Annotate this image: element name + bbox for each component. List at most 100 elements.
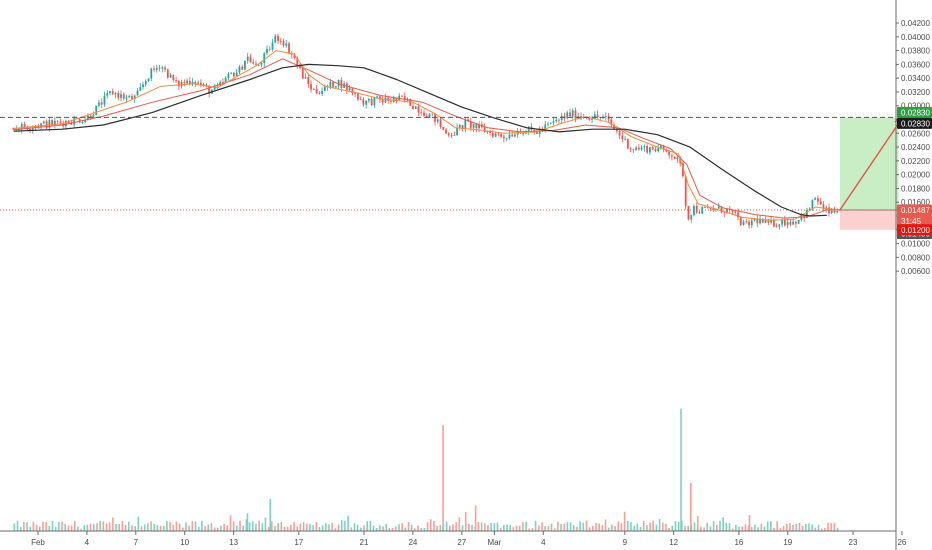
volume-bar (541, 522, 543, 531)
candle-body (392, 97, 395, 102)
candle-body (246, 56, 249, 61)
volume-bar (601, 525, 604, 531)
volume-bar (506, 524, 508, 531)
volume-spike (246, 513, 249, 531)
volume-bar (347, 515, 349, 531)
volume-bar (617, 521, 620, 531)
candle-body (797, 219, 800, 224)
volume-bar (172, 524, 175, 531)
volume-bar (134, 526, 136, 531)
price-badge (897, 106, 932, 118)
candle-body (351, 88, 354, 94)
candle-body (745, 221, 748, 223)
volume-bar (305, 523, 308, 531)
volume-bar (808, 523, 810, 531)
candle-body (235, 72, 238, 77)
candle-body (153, 68, 155, 70)
volume-bar (439, 524, 442, 531)
volume-bar (735, 524, 737, 531)
volume-spike (680, 408, 682, 531)
candle-body (514, 134, 516, 137)
candle-body (332, 81, 334, 88)
volume-bar (414, 528, 416, 531)
volume-bar (820, 528, 823, 531)
volume-bar (534, 520, 537, 531)
volume-bar (611, 524, 613, 531)
x-tick-label: 27 (457, 538, 466, 547)
candle-body (500, 133, 503, 137)
volume-bar (159, 525, 162, 531)
candle-body (651, 147, 654, 150)
volume-bar (388, 527, 391, 531)
candle-body (750, 220, 753, 226)
volume-bar (433, 520, 435, 531)
volume-bar (321, 525, 324, 531)
candle-body (604, 116, 607, 117)
candle-body (128, 96, 131, 98)
volume-bar (782, 526, 785, 531)
y-tick-label: 0.01800 (901, 184, 930, 193)
candle-body (23, 124, 26, 128)
volume-bar (35, 524, 38, 531)
candle-body (478, 124, 480, 129)
volume-bar (356, 524, 359, 531)
volume-bar (417, 525, 419, 531)
candle-body (224, 77, 227, 83)
price-badge-label: 0.01200 (901, 226, 930, 235)
candle-body (516, 131, 519, 135)
volume-bar (630, 522, 632, 531)
candle-body (456, 127, 458, 136)
volume-bar (741, 526, 744, 531)
volume-bar (576, 526, 578, 531)
volume-bar (325, 523, 327, 531)
volume-bar (770, 521, 772, 531)
x-tick-label: Mar (488, 538, 502, 547)
candle-body (830, 208, 833, 214)
candle-body (373, 97, 376, 106)
volume-bar (296, 526, 299, 531)
volume-bar (80, 528, 82, 531)
projection-arrow-line[interactable] (839, 117, 904, 211)
candle-body (497, 133, 500, 135)
candle-body (266, 48, 268, 54)
x-tick-label: 26 (897, 538, 906, 547)
loss-zone[interactable] (839, 210, 899, 230)
volume-bar (204, 526, 206, 531)
candle-body (53, 120, 56, 125)
volume-bar (207, 524, 210, 531)
volume-bar (515, 525, 518, 531)
candle-body (704, 207, 706, 208)
volume-bar (719, 520, 721, 531)
candle-body (406, 98, 409, 100)
candle-body (362, 99, 365, 105)
candle-body (307, 77, 310, 85)
candle-body (753, 218, 756, 221)
candle-body (662, 145, 665, 150)
horizontal-lines[interactable] (0, 116, 896, 211)
volume-bar (394, 526, 397, 531)
volume-bar (652, 520, 655, 531)
candle-body (676, 157, 679, 160)
candle-body (775, 226, 778, 228)
candle-body (379, 96, 381, 100)
candle-body (59, 121, 62, 123)
candle-body (723, 212, 726, 214)
volume-bar (525, 521, 527, 531)
position-tool[interactable] (839, 117, 899, 230)
volume-bar (143, 524, 146, 531)
candle-body (166, 69, 169, 78)
candle-body (84, 119, 87, 123)
volume-bar (579, 521, 581, 531)
price-badge-label: 0.02830 (901, 108, 930, 117)
volume-bar (210, 523, 213, 531)
volume-bar (522, 522, 524, 531)
volume-bar (595, 522, 597, 531)
volume-bar (512, 526, 515, 531)
volume-bar (350, 527, 353, 531)
volume-bar (471, 524, 473, 531)
candle-body (836, 211, 839, 213)
volume-bar (553, 528, 556, 531)
volume-bar (315, 522, 318, 531)
candle-body (37, 126, 40, 128)
